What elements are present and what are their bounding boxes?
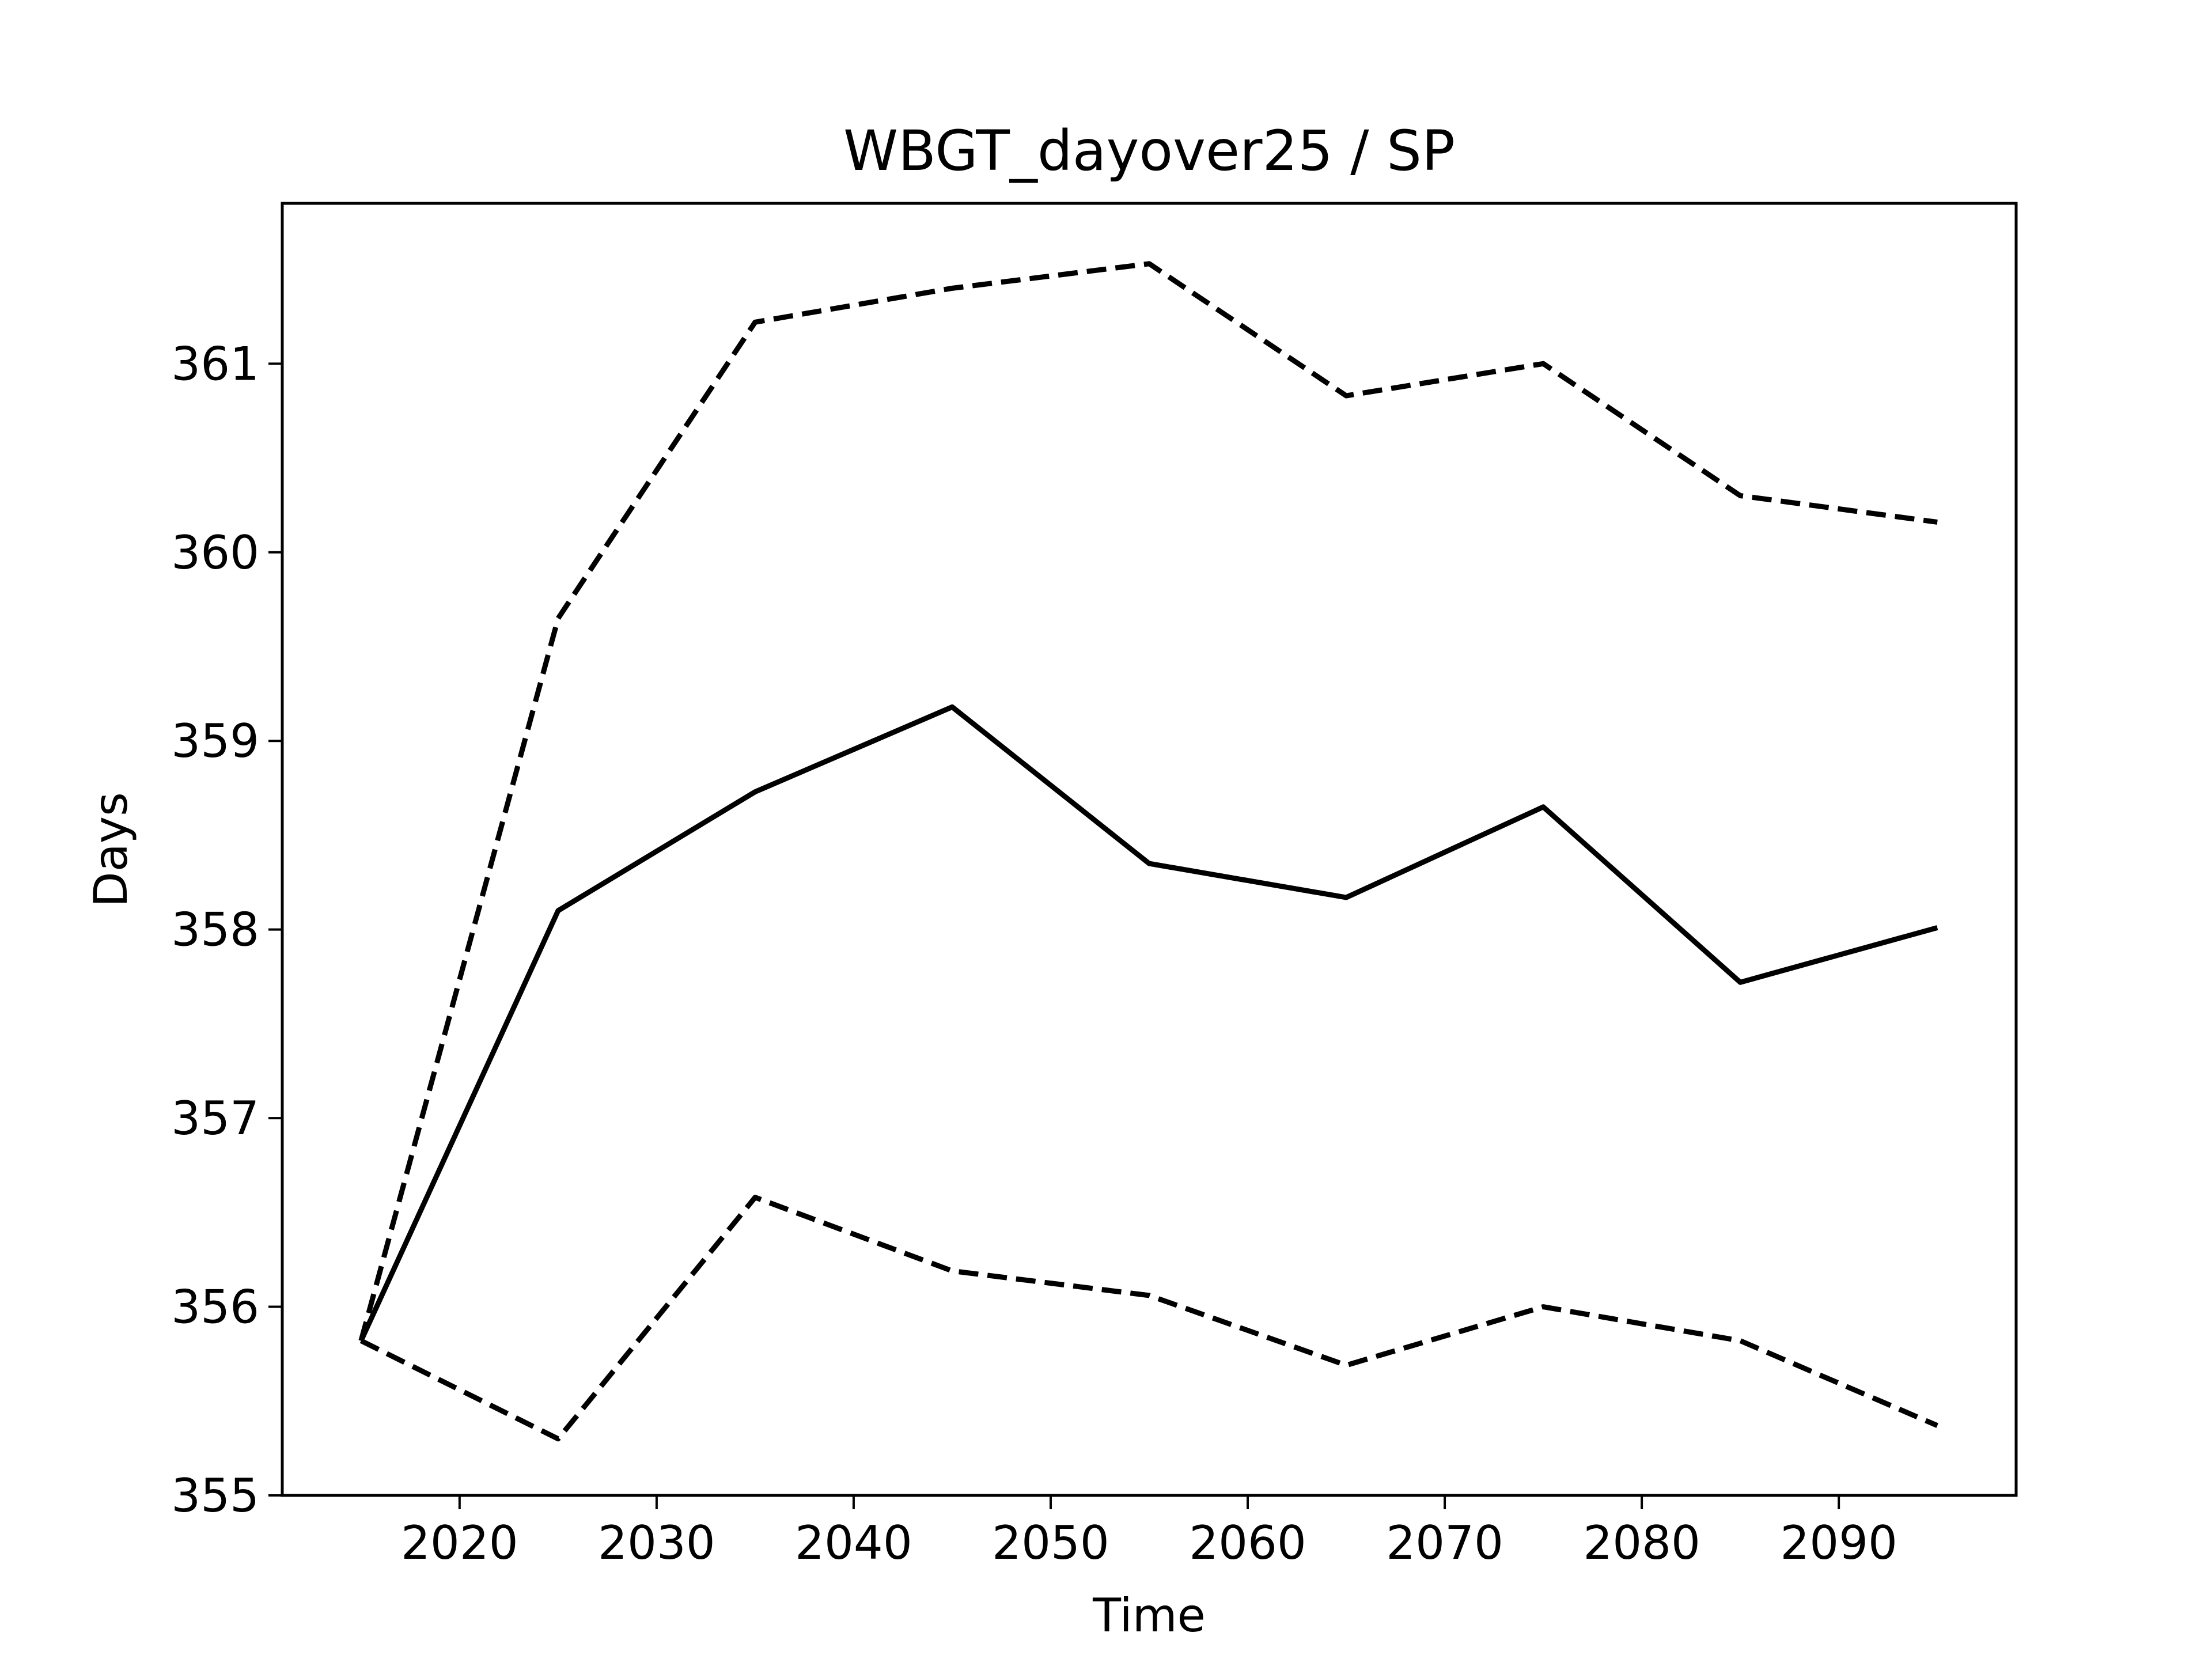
x-tick-label: 2030 — [598, 1516, 715, 1570]
x-tick-label: 2090 — [1780, 1516, 1897, 1570]
y-tick-label: 357 — [171, 1092, 259, 1145]
plot-frame — [281, 202, 2018, 1497]
y-tick-label: 360 — [171, 526, 259, 579]
y-axis-ticks: 355 356 357 358 359 360 361 — [171, 337, 282, 1522]
series-line-1 — [358, 261, 1938, 1342]
x-tick-label: 2050 — [992, 1516, 1109, 1570]
y-tick-label: 359 — [171, 714, 259, 768]
series-layer — [358, 261, 1938, 1442]
series-line-3 — [359, 1195, 1938, 1442]
series-line-2 — [358, 704, 1938, 1342]
x-tick-label: 2040 — [795, 1516, 912, 1570]
y-axis-label: Days — [84, 792, 138, 907]
chart-title: WBGT_dayover25 / SP — [843, 119, 1455, 183]
x-tick-label: 2070 — [1386, 1516, 1503, 1570]
y-tick-label: 355 — [171, 1469, 259, 1522]
y-tick-label: 356 — [171, 1281, 259, 1334]
x-axis-ticks: 2020 2030 2040 2050 2060 2070 2080 2090 — [401, 1495, 1897, 1570]
x-tick-label: 2080 — [1583, 1516, 1700, 1570]
y-tick-label: 358 — [171, 903, 259, 957]
x-tick-label: 2020 — [401, 1516, 518, 1570]
x-axis-label: Time — [1092, 1589, 1206, 1642]
y-tick-label: 361 — [171, 337, 259, 391]
x-tick-label: 2060 — [1189, 1516, 1306, 1570]
